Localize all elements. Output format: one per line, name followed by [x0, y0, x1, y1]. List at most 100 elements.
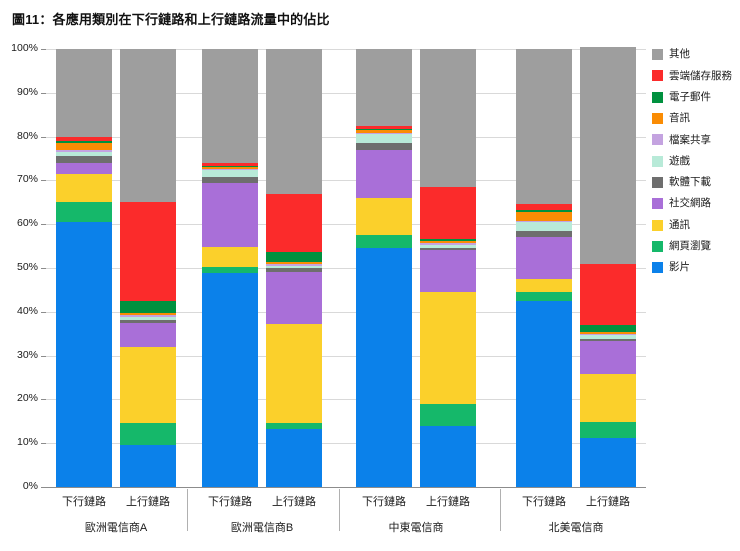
bar-segment: [356, 125, 412, 130]
bar-segment: [202, 183, 258, 247]
bar-segment: [580, 341, 636, 374]
bar-segment: [120, 319, 176, 323]
group-separator: [500, 489, 501, 531]
bar-segment: [516, 230, 572, 238]
bar-segment: [56, 141, 112, 144]
legend-label: 其他: [669, 48, 690, 61]
bar-segment: [516, 292, 572, 301]
legend-item[interactable]: 音訊: [652, 108, 738, 129]
bar-segment: [516, 204, 572, 211]
bar-7[interactable]: [516, 49, 572, 487]
y-axis-tick-mark: [41, 224, 46, 226]
y-axis-tick-label: 70%: [16, 173, 38, 186]
bar-2[interactable]: [120, 49, 176, 487]
y-axis-tick-mark: [41, 268, 46, 269]
bar-segment: [516, 49, 572, 205]
bar-segment: [580, 333, 636, 336]
legend-item[interactable]: 雲端儲存服務: [652, 65, 738, 86]
bar-segment: [202, 169, 258, 171]
x-axis-line: [46, 487, 646, 488]
bar-segment: [266, 268, 322, 272]
bar-segment: [356, 248, 412, 487]
bar-4[interactable]: [266, 49, 322, 487]
legend-swatch-icon: [652, 240, 663, 252]
bar-segment: [580, 46, 636, 264]
bar-segment: [420, 247, 476, 251]
bar-segment: [580, 325, 636, 332]
bar-5[interactable]: [356, 49, 412, 487]
y-axis-tick-label: 20%: [16, 392, 38, 405]
bar-segment: [356, 129, 412, 131]
y-axis-tick-mark: [41, 180, 46, 182]
chart-legend: 其他雲端儲存服務電子郵件音訊檔案共享 遊戲 軟體下載 社交網路 通訊 網頁瀏覽影片: [652, 44, 738, 278]
bar-segment: [120, 312, 176, 315]
bar-segment: [516, 300, 572, 487]
bar-segment: [266, 271, 322, 325]
legend-item[interactable]: 網頁瀏覽: [652, 236, 738, 257]
bar-segment: [516, 237, 572, 279]
bar-segment: [56, 149, 112, 152]
bar-6[interactable]: [420, 49, 476, 487]
x-axis-tick-label: 下行鏈路: [362, 496, 406, 508]
gridline: [46, 49, 646, 50]
bar-segment: [516, 222, 572, 231]
y-axis-tick-mark: [41, 443, 46, 445]
y-axis-tick-label: 40%: [16, 304, 38, 317]
bar-segment: [356, 197, 412, 236]
legend-item[interactable]: 檔案共享: [652, 129, 738, 150]
bar-segment: [420, 241, 476, 244]
legend-item[interactable]: 社交網路: [652, 193, 738, 214]
x-axis-tick-label: 上行鏈路: [126, 496, 170, 508]
bar-segment: [120, 49, 176, 203]
legend-swatch-icon: [652, 70, 663, 82]
bar-segment: [120, 202, 176, 301]
legend-swatch-icon: [652, 113, 663, 125]
y-axis-tick-label: 100%: [11, 42, 38, 54]
bar-segment: [266, 49, 322, 194]
bar-segment: [56, 222, 112, 487]
bar-segment: [356, 49, 412, 126]
group-label: 中東電信商: [388, 522, 444, 534]
bar-segment: [266, 193, 322, 252]
page-title: 圖11：各應用類別在下行鏈路和上行鏈路流量中的佔比: [12, 12, 330, 27]
bar-8[interactable]: [580, 46, 636, 487]
legend-item[interactable]: 其他: [652, 44, 738, 65]
bar-segment: [266, 264, 322, 266]
bar-1[interactable]: [56, 49, 112, 487]
y-axis-tick-mark: [41, 92, 46, 94]
gridline: [46, 268, 646, 269]
legend-swatch-icon: [652, 134, 663, 146]
group-label: 歐洲電信商A: [84, 522, 148, 534]
bar-segment: [120, 317, 176, 320]
x-axis-tick-label: 下行鏈路: [522, 496, 566, 508]
bar-3[interactable]: [202, 49, 258, 487]
legend-swatch-icon: [652, 49, 663, 61]
legend-label: 影片: [669, 261, 690, 274]
bar-segment: [202, 162, 258, 166]
bar-segment: [420, 425, 476, 487]
bar-segment: [266, 265, 322, 269]
legend-item[interactable]: 影片: [652, 257, 738, 278]
legend-label: 雲端儲存服務: [669, 69, 732, 82]
bar-segment: [202, 166, 258, 169]
legend-item[interactable]: 電子郵件: [652, 87, 738, 108]
bar-segment: [202, 170, 258, 177]
bar-segment: [120, 322, 176, 347]
bar-segment: [202, 165, 258, 167]
legend-swatch-icon: [652, 198, 663, 210]
group-label: 北美電信商: [548, 522, 604, 534]
bar-segment: [56, 49, 112, 137]
bar-segment: [516, 220, 572, 222]
y-axis-tick-mark: [41, 136, 46, 138]
x-axis-tick-label: 上行鏈路: [586, 496, 630, 508]
gridline: [46, 311, 646, 313]
gridline: [46, 136, 646, 138]
legend-item[interactable]: 軟體下載: [652, 172, 738, 193]
legend-item[interactable]: 通訊: [652, 214, 738, 235]
legend-label: 音訊: [669, 112, 690, 125]
legend-swatch-icon: [652, 155, 663, 167]
legend-item[interactable]: 遊戲: [652, 150, 738, 171]
y-axis-tick-label: 10%: [16, 436, 38, 449]
